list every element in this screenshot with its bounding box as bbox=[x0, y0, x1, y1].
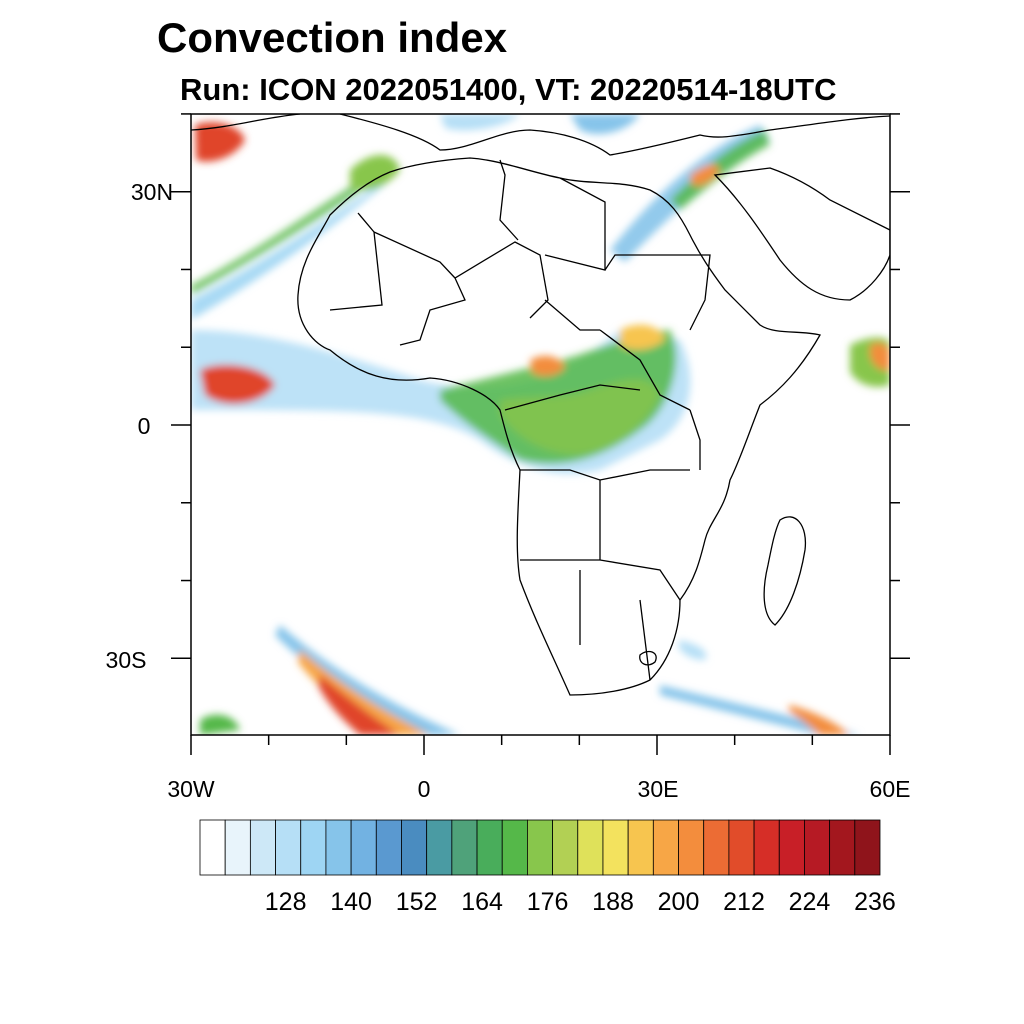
colorbar-swatch bbox=[602, 819, 629, 876]
colorbar-swatch bbox=[778, 819, 805, 876]
colorbar-swatch bbox=[703, 819, 730, 876]
lat-label-30n: 30N bbox=[131, 179, 173, 205]
colorbar-label: 200 bbox=[657, 888, 700, 916]
colorbar-swatch bbox=[300, 819, 327, 876]
colorbar-swatch bbox=[753, 819, 780, 876]
lat-label-0: 0 bbox=[138, 413, 151, 439]
colorbar-swatch bbox=[552, 819, 579, 876]
convection-field bbox=[191, 114, 890, 735]
colorbar-label: 164 bbox=[461, 888, 503, 916]
colorbar-label: 128 bbox=[264, 888, 307, 916]
colorbar-swatch bbox=[350, 819, 377, 876]
colorbar-swatch bbox=[678, 819, 705, 876]
colorbar-label: 224 bbox=[788, 888, 831, 916]
colorbar-swatch bbox=[476, 819, 503, 876]
colorbar-swatch bbox=[401, 819, 428, 876]
colorbar-label: 236 bbox=[854, 888, 896, 916]
colorbar-swatch bbox=[224, 819, 251, 876]
colorbar-label: 140 bbox=[330, 888, 372, 916]
colorbar-swatch bbox=[652, 819, 679, 876]
colorbar-label: 188 bbox=[592, 888, 634, 916]
colorbar-swatch bbox=[249, 819, 276, 876]
colorbar-swatch bbox=[854, 819, 881, 876]
colorbar-swatch bbox=[527, 819, 553, 876]
colorbar-label: 176 bbox=[526, 888, 569, 916]
colorbar-label: 152 bbox=[395, 888, 438, 916]
colorbar-swatch bbox=[325, 819, 352, 876]
axis-labels: 30N 0 30S 30W 0 30E 60E bbox=[106, 179, 911, 802]
chart-title: Convection index bbox=[157, 14, 508, 61]
colorbar-swatch bbox=[501, 819, 528, 876]
lon-label-60e: 60E bbox=[870, 776, 911, 802]
chart-subtitle: Run: ICON 2022051400, VT: 20220514-18UTC bbox=[180, 72, 837, 107]
colorbar-label: 212 bbox=[723, 888, 765, 916]
colorbar bbox=[199, 819, 881, 876]
plot-area bbox=[191, 114, 890, 735]
colorbar-swatch bbox=[804, 819, 831, 876]
colorbar-swatch bbox=[426, 819, 453, 876]
colorbar-swatch bbox=[375, 819, 402, 876]
lat-label-30s: 30S bbox=[106, 647, 147, 673]
lon-label-30e: 30E bbox=[638, 776, 679, 802]
colorbar-swatch bbox=[451, 819, 478, 876]
colorbar-swatch bbox=[728, 819, 755, 876]
colorbar-swatch bbox=[199, 819, 226, 876]
axis-ticks bbox=[171, 113, 910, 755]
lon-label-30w: 30W bbox=[167, 776, 215, 802]
colorbar-swatch bbox=[577, 819, 604, 876]
coastlines bbox=[191, 114, 890, 696]
colorbar-swatch bbox=[829, 819, 856, 876]
colorbar-swatch bbox=[627, 819, 654, 876]
lon-label-0: 0 bbox=[418, 776, 431, 802]
colorbar-swatch bbox=[275, 819, 302, 876]
